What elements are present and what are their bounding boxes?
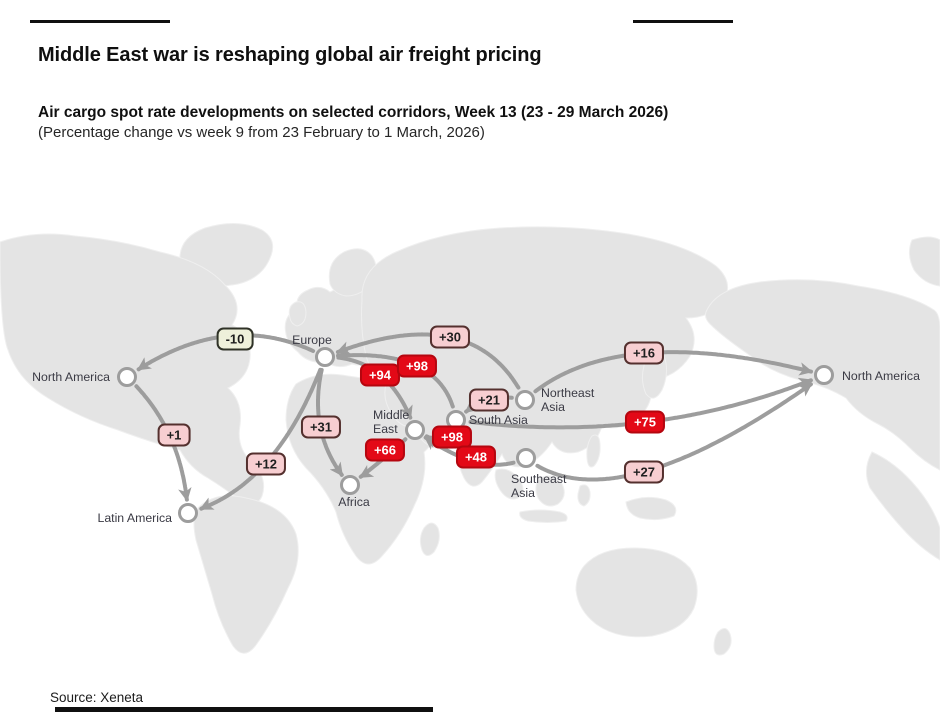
region-label-southeast-asia-line1: Southeast <box>511 472 567 486</box>
node-europe <box>315 347 335 367</box>
landmass-mexico-east-copy <box>866 451 940 561</box>
node-latin-america <box>178 503 198 523</box>
landmass-greenland-east-copy <box>908 236 940 287</box>
node-africa <box>340 475 360 495</box>
node-middle-east <box>405 420 425 440</box>
landmass-japan <box>641 348 668 399</box>
landmass-south-america <box>193 495 299 654</box>
map-continents <box>0 223 940 656</box>
node-north-america-west <box>117 367 137 387</box>
node-south-asia <box>446 410 466 430</box>
region-label-africa: Africa <box>338 495 370 509</box>
landmass-borneo <box>535 475 565 507</box>
landmass-madagascar <box>419 522 440 556</box>
node-northeast-asia <box>515 390 535 410</box>
chart-subnote: (Percentage change vs week 9 from 23 Feb… <box>38 124 485 141</box>
region-label-europe: Europe <box>292 333 332 347</box>
region-label-middle-east-line1: Middle <box>373 408 409 422</box>
region-label-north-america-east: North America <box>842 369 920 383</box>
cropped-edge-artifact <box>30 20 170 23</box>
cropped-edge-artifact <box>55 707 433 712</box>
region-label-middle-east-line2: East <box>373 422 398 436</box>
node-north-america-east <box>814 365 834 385</box>
landmass-new-guinea <box>625 496 677 521</box>
region-labels: North America Latin America Europe Africa Mi… <box>32 333 920 525</box>
landmass-sulawesi <box>577 484 591 507</box>
node-southeast-asia <box>516 448 536 468</box>
region-label-latin-america: Latin America <box>97 511 172 525</box>
region-label-northeast-asia-line2: Asia <box>541 400 565 414</box>
page-title: Middle East war is reshaping global air … <box>38 44 542 67</box>
region-nodes <box>117 347 834 523</box>
region-label-southeast-asia-line2: Asia <box>511 486 535 500</box>
source-credit: Source: Xeneta <box>50 690 144 705</box>
landmass-new-zealand <box>713 628 732 656</box>
landmass-philippines <box>586 434 601 468</box>
region-label-north-america-west: North America <box>32 370 110 384</box>
landmass-java <box>519 509 568 523</box>
region-label-south-asia: South Asia <box>469 413 528 427</box>
region-label-northeast-asia-line1: Northeast <box>541 386 595 400</box>
landmass-british-isles <box>288 301 307 327</box>
landmass-sumatra <box>494 468 524 500</box>
landmass-australia <box>575 547 698 638</box>
chart-subtitle: Air cargo spot rate developments on sele… <box>38 104 669 121</box>
cropped-edge-artifact <box>633 20 733 23</box>
